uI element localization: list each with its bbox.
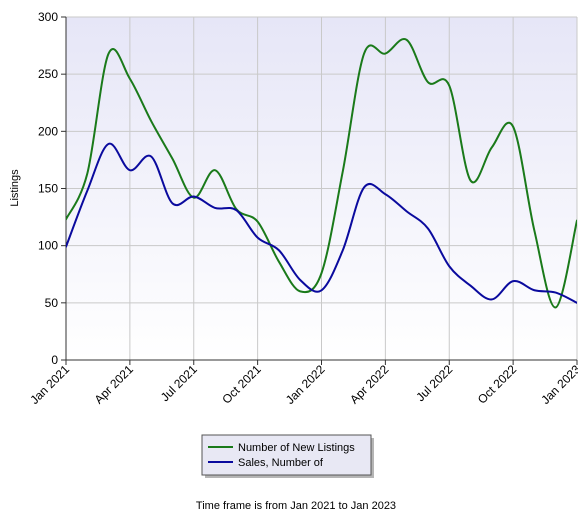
x-tick-label: Oct 2022	[475, 362, 520, 407]
x-tick-label: Oct 2021	[219, 362, 264, 407]
y-tick-label: 300	[38, 10, 58, 24]
legend-label-2: Sales, Number of	[238, 457, 324, 469]
y-tick-label: 200	[38, 124, 58, 138]
x-tick-label: Jan 2021	[27, 362, 72, 407]
series-line-1	[66, 38, 577, 309]
timeframe-note: Time frame is from Jan 2021 to Jan 2023	[196, 500, 396, 512]
x-tick-label: Jul 2022	[413, 362, 455, 404]
y-axis-ticks: 0 50 100 150 200 250 300	[38, 10, 66, 367]
x-tick-label: Jan 2023	[538, 362, 578, 407]
x-axis-ticks: Jan 2021 Apr 2021 Jul 2021 Oct 2021 Jan 2022…	[27, 360, 578, 407]
x-tick-label: Jan 2022	[283, 362, 328, 407]
x-tick-label: Apr 2021	[92, 362, 137, 407]
y-tick-label: 150	[38, 182, 58, 196]
y-axis-title: Listings	[9, 169, 21, 207]
x-tick-label: Jul 2021	[158, 362, 200, 404]
legend: Number of New Listings Sales, Number of	[201, 434, 374, 478]
x-tick-label: Apr 2022	[347, 362, 392, 407]
y-tick-label: 100	[38, 239, 58, 253]
y-tick-label: 250	[38, 67, 58, 81]
legend-box	[201, 434, 372, 476]
series-lines	[66, 38, 577, 309]
y-tick-label: 50	[45, 296, 59, 310]
y-tick-label: 0	[51, 353, 58, 367]
series-line-2	[66, 142, 577, 304]
grid-lines	[66, 16, 578, 360]
legend-label-1: Number of New Listings	[238, 442, 355, 454]
